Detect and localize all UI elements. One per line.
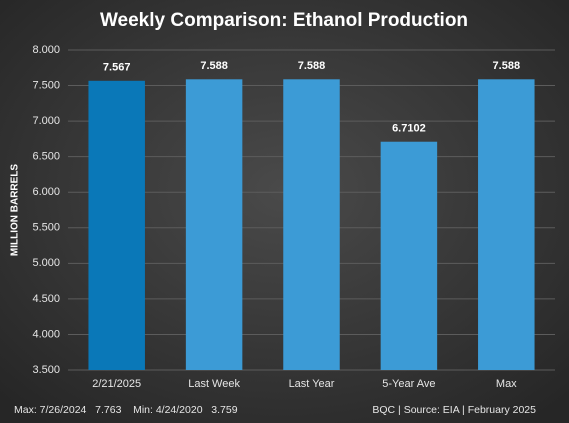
y-axis-label: MILLION BARRELS [10, 164, 21, 257]
data-label: 7.588 [298, 60, 326, 72]
y-tick-label: 7.500 [32, 79, 60, 91]
bar [283, 79, 340, 370]
bar [478, 79, 535, 370]
chart-title: Weekly Comparison: Ethanol Production [100, 10, 468, 31]
bar [88, 80, 145, 371]
x-tick-label: 5-Year Ave [382, 378, 435, 390]
y-tick-label: 5.500 [32, 222, 60, 234]
x-tick-label: Last Week [188, 378, 240, 390]
y-tick-label: 8.000 [32, 44, 60, 56]
x-tick-label: 2/21/2025 [92, 378, 141, 390]
footnote: BQC | Source: EIA | February 2025 [372, 404, 536, 416]
footnote: Max: 7/26/2024 7.763 Min: 4/24/2020 3.75… [14, 404, 238, 416]
y-tick-label: 5.000 [32, 257, 60, 269]
y-tick-label: 7.000 [32, 115, 60, 127]
x-tick-label: Max [496, 378, 517, 390]
y-tick-label: 4.000 [32, 328, 60, 340]
data-label: 7.567 [103, 62, 131, 74]
y-tick-label: 6.000 [32, 186, 60, 198]
bar [380, 141, 438, 370]
data-label: 7.588 [493, 60, 521, 72]
x-tick-label: Last Year [289, 378, 335, 390]
bar [185, 79, 243, 370]
data-label: 7.588 [200, 60, 228, 72]
y-tick-label: 6.500 [32, 151, 60, 163]
data-label: 6.7102 [392, 123, 426, 135]
y-tick-label: 4.500 [32, 293, 60, 305]
y-tick-label: 3.500 [32, 364, 60, 376]
